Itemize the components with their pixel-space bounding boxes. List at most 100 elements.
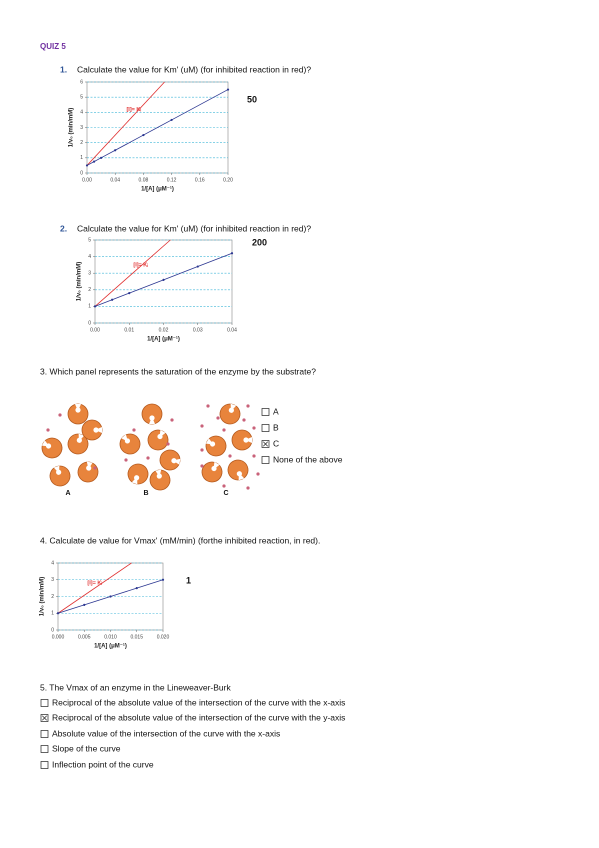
y-tick-label: 6 [80, 79, 83, 85]
checkbox[interactable] [261, 456, 270, 464]
active-site [134, 475, 140, 481]
substrate [228, 454, 232, 458]
data-line [94, 239, 171, 307]
enzyme-body [201, 461, 223, 483]
option-label: C [273, 438, 279, 448]
annotation: [I]= Kᵢ [87, 581, 102, 587]
enzyme-body [77, 461, 99, 483]
question-text: Calculate the value for Km' (uM) (for in… [77, 223, 311, 233]
option-label: None of the above [273, 454, 343, 464]
y-axis-label: 1/v₀ (min/mM) [69, 108, 75, 147]
option-label: A [273, 406, 279, 416]
checkbox[interactable] [261, 408, 270, 416]
answer: 50 [247, 94, 257, 104]
enzyme [67, 403, 89, 425]
enzyme [127, 463, 149, 485]
y-tick-label: 4 [88, 254, 91, 260]
y-tick-label: 1 [88, 304, 91, 310]
y-tick-label: 2 [88, 287, 91, 293]
enzyme [159, 449, 181, 471]
enzyme [49, 465, 71, 487]
substrate [200, 464, 204, 468]
x-tick-label: 0.005 [78, 634, 91, 640]
data-point [93, 305, 97, 308]
substrate [170, 418, 174, 422]
substrate [256, 472, 260, 476]
x-tick-label: 0.08 [139, 177, 149, 183]
substrate [146, 456, 150, 460]
x-tick-label: 0.03 [193, 327, 203, 333]
substrate [132, 428, 136, 432]
y-tick-label: 3 [88, 271, 91, 277]
x-tick-label: 0.00 [90, 327, 100, 333]
enzyme [231, 429, 253, 451]
enzyme [149, 469, 171, 491]
check-mark [263, 441, 268, 447]
y-tick-label: 1 [80, 155, 83, 161]
substrate [242, 418, 246, 422]
enzyme-body [49, 465, 71, 487]
x-tick-label: 0.04 [227, 327, 237, 333]
enzyme-body [149, 469, 171, 491]
enzyme [81, 419, 103, 441]
data-point [128, 292, 131, 295]
answer: 200 [252, 237, 267, 247]
checkbox[interactable] [40, 730, 49, 738]
substrate [246, 404, 250, 408]
question-text: 4. Calculate de value for Vmax' (mM/min)… [40, 535, 320, 545]
data-point [83, 603, 86, 606]
active-site [93, 427, 99, 433]
x-tick-label: 0.02 [159, 327, 169, 333]
enzyme [67, 433, 89, 455]
plot-frame [94, 239, 233, 324]
y-tick-label: 3 [80, 125, 83, 131]
enzyme-body [119, 433, 141, 455]
substrate [200, 448, 204, 452]
checkbox[interactable] [40, 699, 49, 707]
data-point [114, 149, 117, 152]
enzyme [205, 435, 227, 457]
option-label: Reciprocal of the absolute value of the … [52, 697, 345, 707]
enzyme [147, 429, 169, 451]
y-tick-label: 0 [51, 627, 54, 633]
data-point [100, 156, 103, 159]
enzyme-body [147, 429, 169, 451]
question-text: 5. The Vmax of an enzyme in the Lineweav… [40, 682, 231, 692]
data-point [56, 612, 60, 615]
checkbox[interactable] [40, 761, 49, 769]
data-line [86, 81, 165, 166]
x-axis-label: 1/[A] (μM⁻¹) [94, 643, 127, 650]
x-tick-label: 0.01 [124, 327, 134, 333]
x-tick-label: 0.000 [52, 634, 65, 640]
data-point [230, 252, 234, 255]
question-text: Calculate the value for Km' (uM) (for in… [77, 64, 311, 74]
active-site [86, 465, 92, 471]
data-point [85, 164, 89, 167]
enzyme-body [159, 449, 181, 471]
x-tick-label: 0.00 [82, 177, 92, 183]
active-site [209, 441, 216, 447]
y-tick-label: 4 [80, 110, 83, 116]
enzyme-body [205, 435, 227, 457]
active-site [236, 471, 242, 477]
x-axis-label: 1/[A] (μM⁻¹) [141, 186, 174, 193]
x-tick-label: 0.12 [167, 177, 177, 183]
checkbox[interactable] [261, 424, 270, 432]
enzyme-body [127, 463, 149, 485]
data-line [57, 562, 132, 614]
x-tick-label: 0.015 [130, 634, 143, 640]
x-tick-label: 0.04 [110, 177, 120, 183]
active-site [75, 407, 81, 413]
active-site [228, 407, 234, 413]
enzyme-body [227, 459, 249, 481]
checkbox[interactable] [40, 745, 49, 753]
active-site [45, 443, 52, 449]
enzyme [41, 437, 63, 459]
panel-label: C [223, 490, 228, 497]
substrate [93, 466, 97, 470]
data-line [94, 252, 233, 307]
x-tick-label: 0.010 [104, 634, 117, 640]
substrate [222, 428, 226, 432]
check-mark [42, 715, 47, 721]
